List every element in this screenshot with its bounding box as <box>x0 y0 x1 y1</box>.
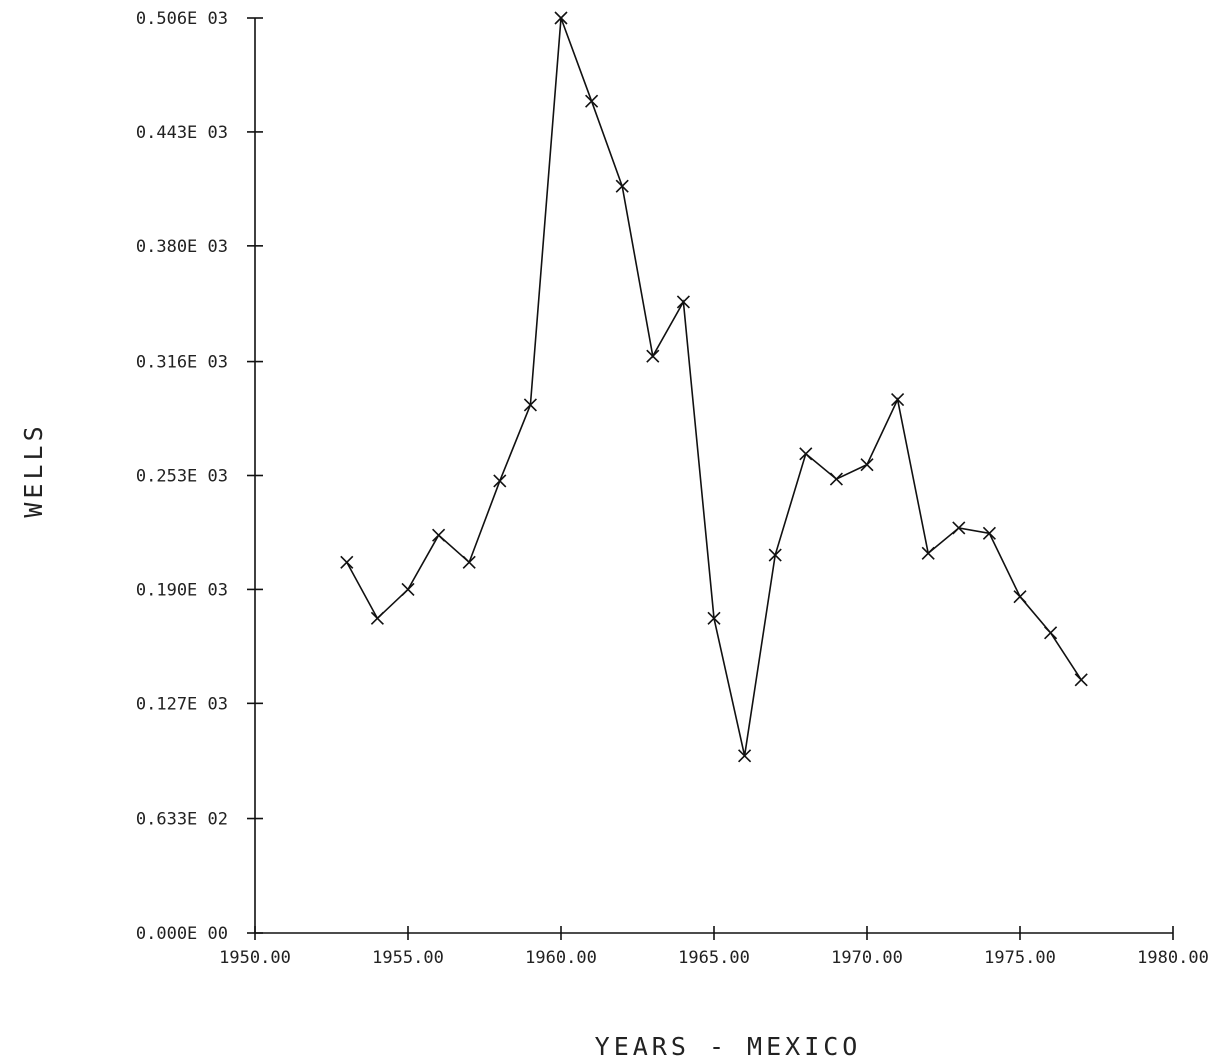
y-axis-title: WELLS <box>19 422 48 517</box>
marker-stroke <box>1074 673 1088 687</box>
data-point-marker <box>1074 673 1088 687</box>
series-line <box>346 17 1082 756</box>
data-point-marker <box>523 398 537 412</box>
data-point-marker <box>1044 626 1058 640</box>
marker-stroke <box>891 392 905 407</box>
marker-stroke <box>829 472 843 486</box>
data-point-marker <box>432 528 446 542</box>
y-tick-label: 0.506E 03 <box>136 9 228 29</box>
data-point-marker <box>585 94 599 108</box>
data-point-marker <box>493 474 507 488</box>
data-point-marker <box>401 582 415 596</box>
marker-stroke <box>921 546 935 560</box>
y-tick-label: 0.380E 03 <box>136 237 228 257</box>
marker-stroke <box>432 528 446 542</box>
x-tick-label: 1975.00 <box>984 948 1056 968</box>
data-point-marker <box>891 392 905 407</box>
axes <box>254 18 1173 934</box>
y-tick-label: 0.000E 00 <box>136 924 228 944</box>
y-tick-label: 0.633E 02 <box>136 810 228 830</box>
marker-stroke <box>676 295 690 309</box>
marker-stroke <box>370 611 384 625</box>
marker-stroke <box>523 398 537 412</box>
marker-stroke <box>615 179 629 193</box>
x-tick-label: 1980.00 <box>1137 948 1209 968</box>
marker-stroke <box>646 349 660 363</box>
x-tick-label: 1955.00 <box>372 948 444 968</box>
data-point-marker <box>1013 590 1027 604</box>
data-point-marker <box>646 349 660 363</box>
y-tick-label: 0.190E 03 <box>136 580 228 600</box>
marker-stroke <box>493 474 507 488</box>
data-point-marker <box>707 611 721 625</box>
ticks: 0.000E 00 0.633E 02 0.127E 03 0.190E 03 0.25… <box>136 9 1209 968</box>
marker-stroke <box>982 526 996 540</box>
marker-stroke <box>768 548 782 562</box>
x-tick-label: 1965.00 <box>678 948 750 968</box>
data-point-marker <box>952 521 966 535</box>
x-tick-label: 1960.00 <box>525 948 597 968</box>
marker-stroke <box>462 555 476 569</box>
y-tick-label: 0.316E 03 <box>136 353 228 373</box>
marker-stroke <box>1044 626 1058 640</box>
marker-stroke <box>554 11 568 25</box>
data-point-marker <box>462 555 476 569</box>
y-tick-label: 0.443E 03 <box>136 123 228 143</box>
marker-stroke <box>738 749 752 763</box>
data-point-marker <box>799 447 813 461</box>
marker-stroke <box>952 521 966 535</box>
marker-stroke <box>1013 590 1027 604</box>
marker-stroke <box>340 555 354 569</box>
x-axis-title: YEARS - MEXICO <box>595 1032 862 1061</box>
data-point-marker <box>829 472 843 486</box>
data-point-marker <box>982 526 996 540</box>
y-tick-label: 0.253E 03 <box>136 467 228 487</box>
marker-stroke <box>860 458 874 472</box>
data-point-marker <box>860 458 874 472</box>
x-tick-label: 1950.00 <box>219 948 291 968</box>
data-point-marker <box>676 295 690 309</box>
x-tick-label: 1970.00 <box>831 948 903 968</box>
data-point-marker <box>768 548 782 562</box>
marker-stroke <box>799 447 813 461</box>
data-point-marker <box>340 555 354 569</box>
marker-stroke <box>401 582 415 596</box>
y-tick-label: 0.127E 03 <box>136 694 228 714</box>
data-point-marker <box>921 546 935 560</box>
marker-stroke <box>707 611 721 625</box>
series-group <box>340 11 1088 763</box>
data-point-marker <box>370 611 384 625</box>
marker-stroke <box>585 94 599 108</box>
data-point-marker <box>554 11 568 25</box>
data-point-marker <box>615 179 629 193</box>
data-point-marker <box>738 749 752 763</box>
